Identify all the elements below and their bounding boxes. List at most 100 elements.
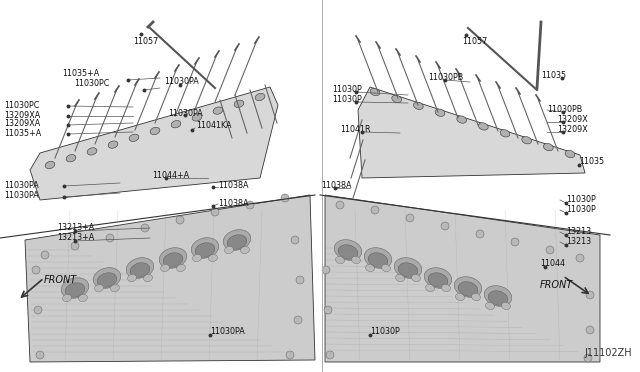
Ellipse shape bbox=[442, 285, 451, 292]
Ellipse shape bbox=[225, 246, 234, 254]
Text: 11035: 11035 bbox=[541, 71, 566, 80]
Text: 11030P: 11030P bbox=[566, 205, 596, 215]
Ellipse shape bbox=[63, 294, 72, 302]
Ellipse shape bbox=[223, 230, 251, 250]
Circle shape bbox=[476, 230, 484, 238]
Circle shape bbox=[36, 351, 44, 359]
Text: FRONT: FRONT bbox=[540, 280, 573, 290]
Ellipse shape bbox=[335, 256, 344, 264]
Ellipse shape bbox=[413, 102, 423, 109]
Ellipse shape bbox=[161, 264, 170, 272]
Ellipse shape bbox=[334, 240, 362, 260]
Ellipse shape bbox=[191, 238, 219, 258]
Text: 11030PA: 11030PA bbox=[164, 77, 199, 87]
Ellipse shape bbox=[79, 294, 88, 302]
Polygon shape bbox=[358, 87, 585, 178]
Circle shape bbox=[576, 254, 584, 262]
Ellipse shape bbox=[426, 285, 435, 292]
Circle shape bbox=[296, 276, 304, 284]
Ellipse shape bbox=[398, 263, 418, 277]
Ellipse shape bbox=[456, 294, 465, 301]
Ellipse shape bbox=[213, 107, 223, 114]
Text: 11030PC: 11030PC bbox=[74, 80, 109, 89]
Circle shape bbox=[34, 306, 42, 314]
Text: 13213: 13213 bbox=[566, 237, 591, 247]
Ellipse shape bbox=[127, 275, 136, 282]
Text: 11057: 11057 bbox=[133, 38, 158, 46]
Text: 11044: 11044 bbox=[540, 260, 565, 269]
Ellipse shape bbox=[129, 134, 139, 141]
Text: 13209XA: 13209XA bbox=[4, 110, 40, 119]
Text: 11035+A: 11035+A bbox=[62, 68, 99, 77]
Circle shape bbox=[511, 238, 519, 246]
Ellipse shape bbox=[159, 248, 187, 268]
Text: FRONT: FRONT bbox=[44, 275, 77, 285]
Text: 11030P: 11030P bbox=[370, 327, 400, 337]
Ellipse shape bbox=[66, 154, 76, 162]
Circle shape bbox=[176, 216, 184, 224]
Circle shape bbox=[281, 194, 289, 202]
Ellipse shape bbox=[351, 256, 360, 264]
Circle shape bbox=[291, 236, 299, 244]
Text: 13213: 13213 bbox=[566, 228, 591, 237]
Circle shape bbox=[286, 351, 294, 359]
Ellipse shape bbox=[454, 277, 482, 297]
Circle shape bbox=[322, 266, 330, 274]
Circle shape bbox=[586, 291, 594, 299]
Ellipse shape bbox=[209, 254, 218, 262]
Circle shape bbox=[71, 242, 79, 250]
Ellipse shape bbox=[108, 141, 118, 148]
Text: 11038A: 11038A bbox=[218, 180, 248, 189]
Ellipse shape bbox=[177, 264, 186, 272]
Ellipse shape bbox=[435, 109, 445, 116]
Ellipse shape bbox=[150, 127, 160, 135]
Ellipse shape bbox=[479, 123, 488, 130]
Ellipse shape bbox=[45, 161, 55, 169]
Polygon shape bbox=[25, 195, 315, 362]
Text: 11041KA: 11041KA bbox=[196, 122, 232, 131]
Text: 13213+A: 13213+A bbox=[57, 224, 94, 232]
Ellipse shape bbox=[65, 283, 85, 297]
Text: 13209X: 13209X bbox=[557, 125, 588, 135]
Text: 11035: 11035 bbox=[579, 157, 604, 167]
Circle shape bbox=[324, 306, 332, 314]
Ellipse shape bbox=[502, 302, 511, 310]
Ellipse shape bbox=[370, 88, 380, 96]
Text: 11038A: 11038A bbox=[321, 180, 351, 189]
Ellipse shape bbox=[472, 294, 481, 301]
Ellipse shape bbox=[61, 278, 89, 298]
Text: 11030PA: 11030PA bbox=[4, 190, 39, 199]
Circle shape bbox=[441, 222, 449, 230]
Circle shape bbox=[246, 201, 254, 209]
Circle shape bbox=[584, 354, 592, 362]
Ellipse shape bbox=[368, 253, 388, 267]
Ellipse shape bbox=[392, 95, 401, 103]
Circle shape bbox=[41, 251, 49, 259]
Text: 11030P: 11030P bbox=[332, 96, 362, 105]
Circle shape bbox=[546, 246, 554, 254]
Circle shape bbox=[141, 224, 149, 232]
Circle shape bbox=[406, 214, 414, 222]
Text: 11030PA: 11030PA bbox=[210, 327, 244, 337]
Circle shape bbox=[326, 351, 334, 359]
Ellipse shape bbox=[241, 246, 250, 254]
Text: 13213+A: 13213+A bbox=[57, 234, 94, 243]
Text: 11041R: 11041R bbox=[340, 125, 371, 135]
Circle shape bbox=[106, 234, 114, 242]
Text: 13209X: 13209X bbox=[557, 115, 588, 125]
Ellipse shape bbox=[488, 291, 508, 305]
Ellipse shape bbox=[192, 114, 202, 121]
Text: 11038A: 11038A bbox=[218, 199, 248, 208]
Text: 11030P: 11030P bbox=[332, 86, 362, 94]
Polygon shape bbox=[325, 195, 600, 362]
Ellipse shape bbox=[111, 285, 120, 292]
Ellipse shape bbox=[195, 243, 215, 257]
Ellipse shape bbox=[143, 275, 152, 282]
Text: 11057: 11057 bbox=[462, 38, 487, 46]
Circle shape bbox=[32, 266, 40, 274]
Circle shape bbox=[294, 316, 302, 324]
Text: 11030PC: 11030PC bbox=[4, 100, 40, 109]
Ellipse shape bbox=[457, 116, 467, 123]
Ellipse shape bbox=[93, 268, 121, 288]
Ellipse shape bbox=[130, 263, 150, 277]
